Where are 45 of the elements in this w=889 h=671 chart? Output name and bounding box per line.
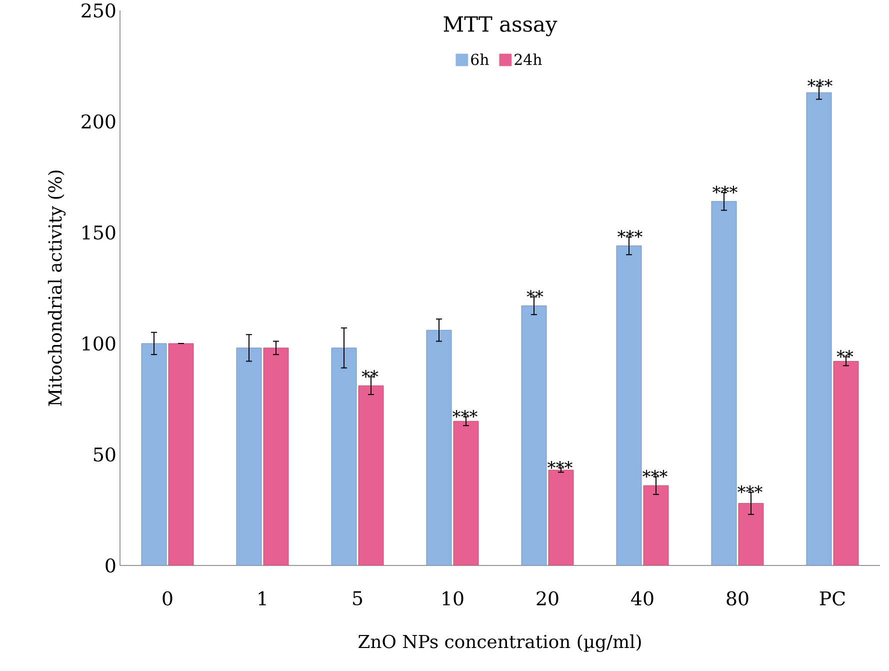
annotation: *** <box>452 410 478 418</box>
x-tick-label: 5 <box>353 591 362 606</box>
annotation: *** <box>548 460 572 468</box>
bar <box>738 502 764 566</box>
bar <box>331 347 357 566</box>
bar <box>168 343 194 566</box>
annotation: *** <box>808 78 832 87</box>
y-axis-title: Mitochondrial activity (%) <box>48 170 66 406</box>
y-tick-label: 50 <box>94 447 116 462</box>
bar <box>141 343 167 566</box>
bar <box>263 347 289 566</box>
x-tick-label: 1 <box>258 591 266 606</box>
y-tick-label: 250 <box>82 3 116 18</box>
legend-label: 6h <box>471 53 489 65</box>
x-tick-label: 40 <box>631 591 654 606</box>
bar <box>453 420 479 566</box>
annotation: ** <box>362 370 378 378</box>
legend-label: 24h <box>514 53 542 65</box>
x-axis-title: ZnO NPs concentration (µg/ml) <box>358 634 641 652</box>
y-tick-label: 100 <box>82 336 116 350</box>
annotation: *** <box>642 470 668 478</box>
x-tick-label: 0 <box>162 591 172 606</box>
annotation: ** <box>526 290 544 298</box>
annotation: *** <box>712 186 738 194</box>
bar <box>833 360 859 566</box>
bar <box>711 200 737 566</box>
bar <box>358 385 384 566</box>
bar <box>616 245 642 566</box>
annotation: ** <box>836 350 854 358</box>
x-tick-label: PC <box>820 591 845 606</box>
bar <box>548 470 574 566</box>
bar <box>521 305 547 566</box>
bar <box>806 92 832 566</box>
y-tick-label: 200 <box>82 114 116 128</box>
bar <box>426 330 452 566</box>
bar <box>236 347 262 566</box>
annotation: *** <box>618 230 642 238</box>
y-tick-label: 0 <box>106 558 116 572</box>
x-tick-label: 80 <box>726 591 748 606</box>
chart-title: MTT assay <box>444 16 558 36</box>
annotation: *** <box>738 485 762 493</box>
x-tick-label: 20 <box>536 591 558 606</box>
bar <box>643 485 669 566</box>
x-tick-label: 10 <box>442 591 464 606</box>
y-tick-label: 150 <box>82 225 116 240</box>
